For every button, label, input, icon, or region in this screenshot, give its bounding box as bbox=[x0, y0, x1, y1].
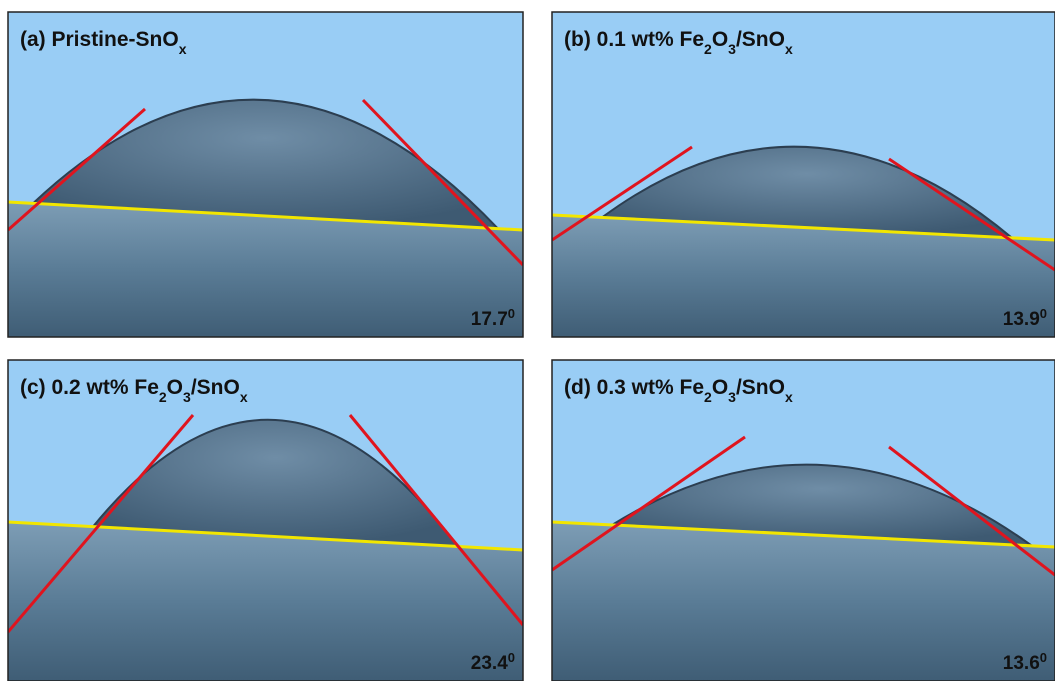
label-subscript: 3 bbox=[183, 389, 191, 405]
label-text: O bbox=[167, 376, 183, 399]
degree-mark: 0 bbox=[508, 650, 515, 665]
panel: (c) 0.2 wt% Fe2O3/SnOx 23.40 bbox=[8, 360, 523, 681]
panel: (d) 0.3 wt% Fe2O3/SnOx 13.60 bbox=[552, 360, 1055, 681]
label-subscript: x bbox=[179, 41, 187, 57]
panel: (b) 0.1 wt% Fe2O3/SnOx 13.90 bbox=[552, 12, 1055, 337]
angle-value: 13.6 bbox=[1003, 653, 1040, 674]
substrate bbox=[552, 522, 1055, 681]
panel: (a) Pristine-SnOx 17.70 bbox=[8, 12, 523, 337]
page: {"panels": [ {"label_parts": ["(a) Prist… bbox=[0, 0, 1055, 681]
label-subscript: x bbox=[785, 389, 793, 405]
label-text: O bbox=[712, 376, 728, 399]
label-text: (d) 0.3 wt% Fe bbox=[564, 376, 704, 399]
label-text: /SnO bbox=[736, 28, 785, 51]
label-text: /SnO bbox=[736, 376, 785, 399]
label-subscript: 2 bbox=[704, 389, 712, 405]
degree-mark: 0 bbox=[508, 306, 515, 321]
panel-image bbox=[552, 360, 1055, 681]
label-subscript: x bbox=[785, 41, 793, 57]
degree-mark: 0 bbox=[1040, 650, 1047, 665]
label-subscript: x bbox=[240, 389, 248, 405]
figure: (a) Pristine-SnOx17.70(b) 0.1 wt% Fe2O3/… bbox=[0, 0, 1055, 681]
angle-value: 23.4 bbox=[471, 653, 508, 674]
label-subscript: 2 bbox=[159, 389, 167, 405]
label-subscript: 3 bbox=[728, 389, 736, 405]
angle-value: 17.7 bbox=[471, 309, 508, 330]
label-text: O bbox=[712, 28, 728, 51]
label-subscript: 2 bbox=[704, 41, 712, 57]
label-text: (c) 0.2 wt% Fe bbox=[20, 376, 159, 399]
angle-value: 13.9 bbox=[1003, 309, 1040, 330]
label-text: (a) Pristine-SnO bbox=[20, 28, 179, 51]
panel-image bbox=[8, 360, 523, 681]
label-subscript: 3 bbox=[728, 41, 736, 57]
degree-mark: 0 bbox=[1040, 306, 1047, 321]
panel-image bbox=[552, 12, 1055, 337]
label-text: /SnO bbox=[191, 376, 240, 399]
label-text: (b) 0.1 wt% Fe bbox=[564, 28, 704, 51]
panel-image bbox=[8, 12, 523, 337]
